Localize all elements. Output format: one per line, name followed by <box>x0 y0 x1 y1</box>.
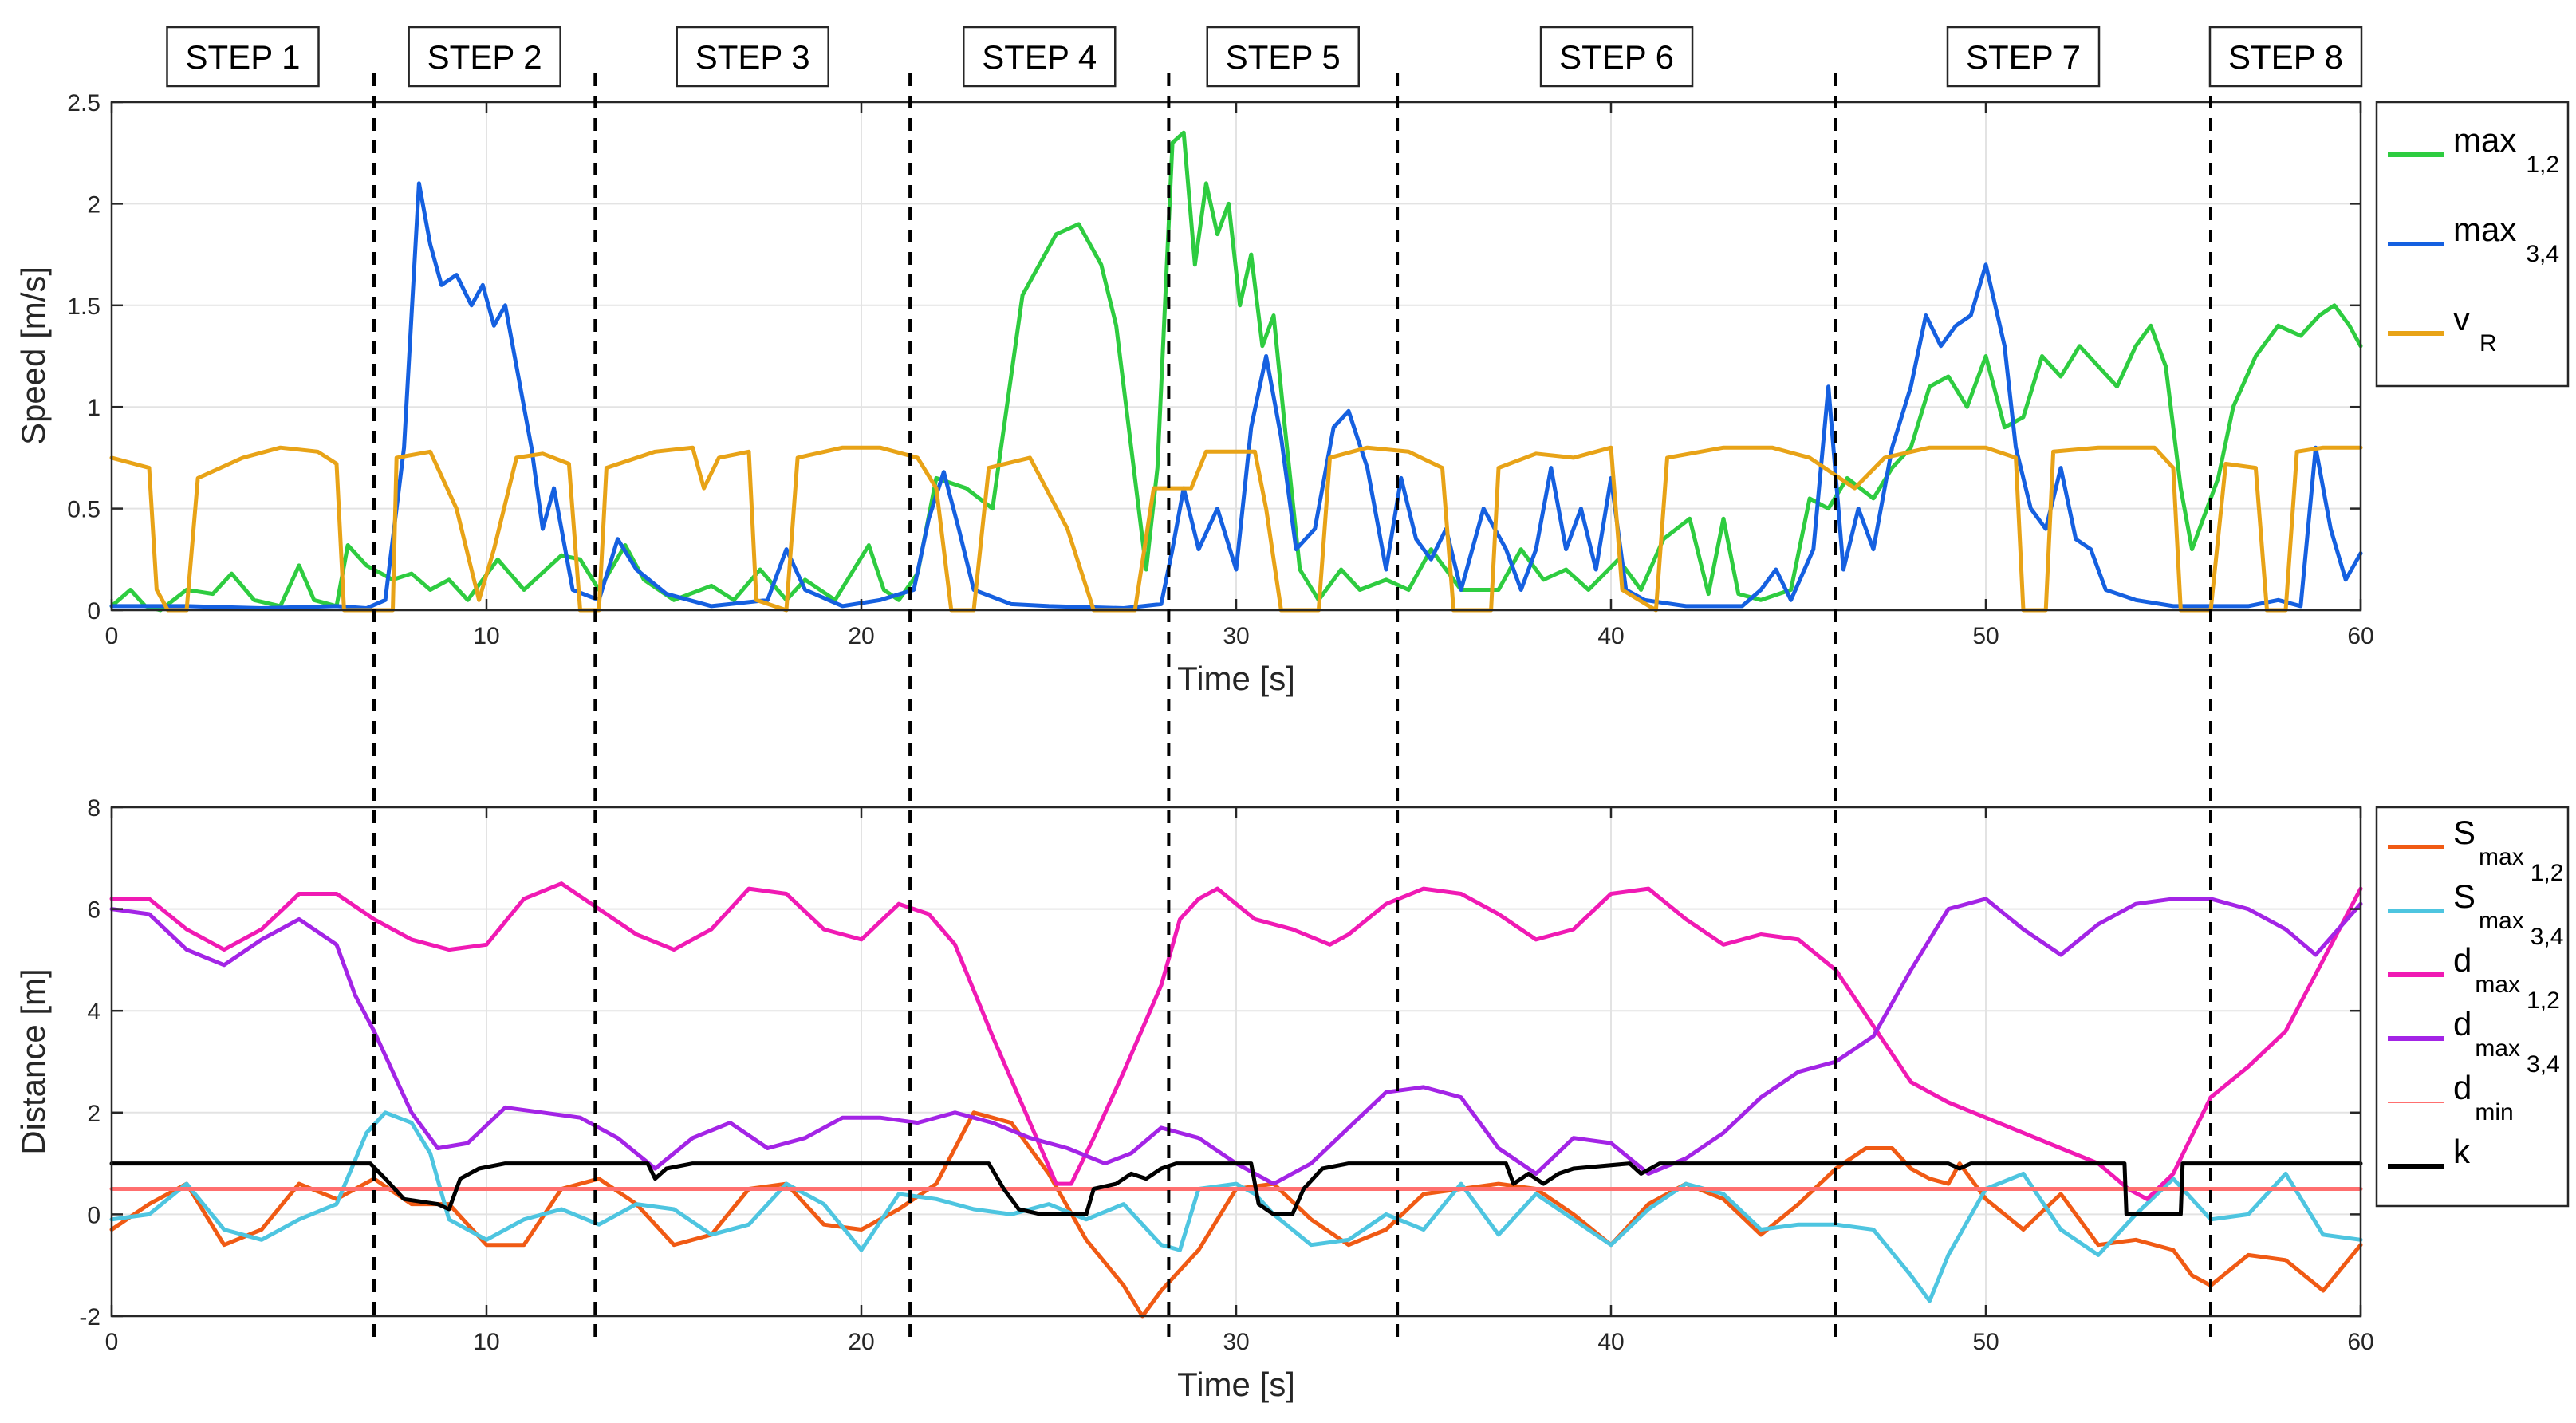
legend-box <box>2375 806 2570 1208</box>
legend-label: Smax3,4 <box>2453 877 2563 950</box>
x-tick-label: 20 <box>848 1329 874 1355</box>
series-line-1-5 <box>109 1161 2363 1216</box>
y-axis-label: Speed [m/s] <box>14 266 52 445</box>
x-tick-label: 20 <box>848 623 874 649</box>
y-axis-label: Distance [m] <box>14 968 52 1154</box>
y-tick-label: 1 <box>87 395 100 421</box>
step-label: STEP 5 <box>1226 38 1341 76</box>
x-tick-label: 0 <box>105 1329 119 1355</box>
step-label-box <box>2208 26 2363 88</box>
step-label: STEP 8 <box>2228 38 2343 76</box>
step-label-box <box>1539 26 1694 88</box>
legend-label: Smax1,2 <box>2453 814 2563 886</box>
legend-label: dmax3,4 <box>2453 1005 2560 1078</box>
step-label: STEP 1 <box>186 38 301 76</box>
x-axis-label: Time [s] <box>1177 660 1295 697</box>
legend-label: k <box>2453 1133 2471 1170</box>
y-tick-label: 2 <box>87 1101 100 1127</box>
step-label: STEP 3 <box>695 38 810 76</box>
x-tick-label: 0 <box>105 623 119 649</box>
legends: max1,2 max3,4 vR Smax1,2Smax3,4dmax1,2dmax3… <box>2375 101 2570 1208</box>
y-tick-label: 2.5 <box>67 90 100 116</box>
step-label: STEP 6 <box>1559 38 1674 76</box>
legend-label: max3,4 <box>2453 211 2559 267</box>
legend-label: vR <box>2453 300 2497 357</box>
legend-label: dmax1,2 <box>2453 941 2560 1014</box>
y-tick-label: 2 <box>87 191 100 218</box>
y-tick-label: 0.5 <box>67 497 100 523</box>
step-labels: STEP 1 STEP 2 STEP 3 STEP 4 STEP 5 STEP 6 STEP… <box>166 26 2363 88</box>
step-label-box <box>676 26 829 88</box>
x-tick-label: 40 <box>1597 1329 1624 1355</box>
x-tick-label: 10 <box>473 623 499 649</box>
y-tick-label: -2 <box>79 1304 100 1330</box>
y-tick-label: 0 <box>87 598 100 625</box>
series-line-1-3 <box>109 897 2363 1186</box>
x-tick-label: 50 <box>1972 623 1999 649</box>
x-tick-label: 30 <box>1223 623 1249 649</box>
x-tick-label: 50 <box>1972 1329 1999 1355</box>
series-line-1-0 <box>109 1110 2363 1319</box>
legend-label: dmin <box>2453 1069 2514 1125</box>
step-label-box <box>166 26 320 88</box>
x-tick-label: 30 <box>1223 1329 1249 1355</box>
y-tick-label: 0 <box>87 1202 100 1228</box>
legend-label: max1,2 <box>2453 121 2559 178</box>
step-label-box <box>1946 26 2101 88</box>
x-axis-label: Time [s] <box>1177 1366 1295 1403</box>
y-tick-label: 1.5 <box>67 294 100 320</box>
series-line-1-2 <box>109 881 2363 1201</box>
x-tick-label: 60 <box>2347 623 2373 649</box>
x-tick-label: 40 <box>1597 623 1624 649</box>
series-line-0-0 <box>109 130 2363 613</box>
step-label: STEP 7 <box>1966 38 2081 76</box>
step-label-box <box>1206 26 1360 88</box>
y-tick-label: 6 <box>87 897 100 924</box>
y-tick-label: 8 <box>87 795 100 822</box>
y-tick-label: 4 <box>87 999 100 1025</box>
step-label-box <box>408 26 561 88</box>
series-line-0-1 <box>109 181 2363 610</box>
x-tick-label: 60 <box>2347 1329 2373 1355</box>
step-label-box <box>963 26 1117 88</box>
step-dividers <box>372 73 2212 1340</box>
x-tick-label: 10 <box>473 1329 499 1355</box>
step-label: STEP 2 <box>427 38 542 76</box>
step-label: STEP 4 <box>982 38 1097 76</box>
